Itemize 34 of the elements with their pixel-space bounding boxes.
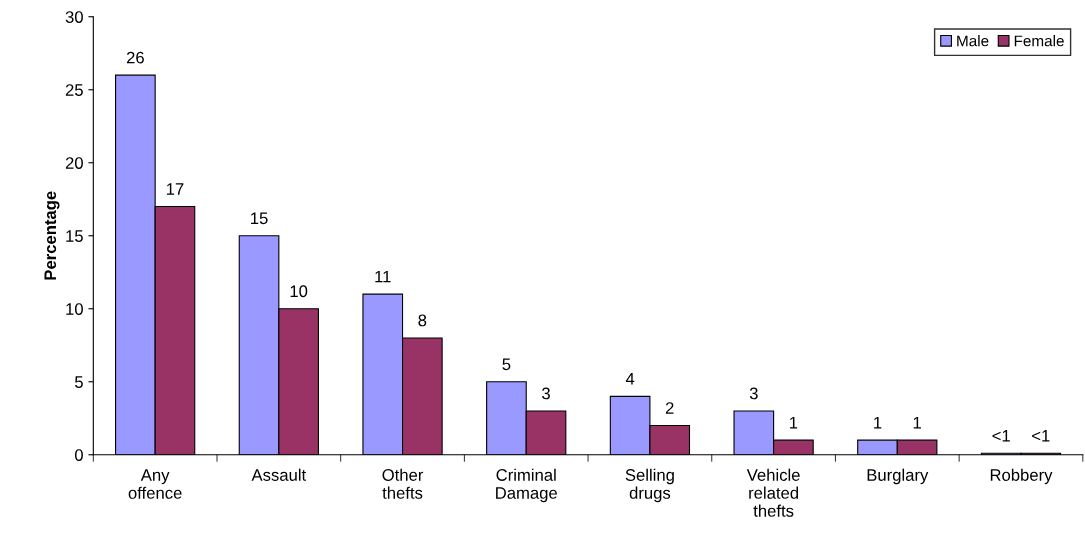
data-label: 3 (542, 387, 550, 400)
data-label: 15 (251, 212, 268, 225)
data-label: 8 (418, 314, 427, 327)
data-label: 17 (166, 183, 184, 195)
x-tick-label: Other thefts (382, 468, 424, 499)
legend-label: Male (957, 35, 989, 47)
data-label: 1 (874, 416, 882, 429)
data-label: 11 (375, 270, 391, 283)
data-label: 10 (290, 285, 308, 298)
y-tick-label: 5 (74, 376, 83, 388)
data-label: 1 (790, 416, 798, 429)
x-tick-label: Robbery (990, 468, 1053, 485)
x-tick-label: Assault (251, 468, 307, 481)
data-label: 4 (625, 373, 635, 385)
y-axis-title: Percentage (44, 191, 60, 280)
x-tick-label: Any offence (128, 469, 182, 499)
y-tick-label: 25 (65, 84, 83, 96)
y-tick-label: 0 (74, 449, 83, 461)
legend-label: Female (1014, 35, 1064, 47)
y-tick-label: 20 (65, 157, 83, 169)
x-tick-label: Selling drugs (625, 468, 674, 503)
x-tick-label: Criminal Damage (496, 468, 557, 503)
y-tick-label: 30 (65, 11, 83, 23)
data-label: <1 (992, 430, 1010, 442)
data-label: 5 (502, 358, 511, 371)
data-label: 3 (749, 387, 758, 400)
y-tick-label: 10 (66, 303, 83, 315)
data-label: <1 (1032, 430, 1050, 442)
data-label: 1 (913, 416, 921, 429)
x-tick-label: Burglary (867, 468, 929, 485)
y-tick-label: 15 (66, 230, 83, 242)
data-label: 2 (665, 402, 674, 414)
data-label: 26 (126, 51, 144, 64)
x-tick-label: Vehicle related thefts (746, 468, 800, 517)
